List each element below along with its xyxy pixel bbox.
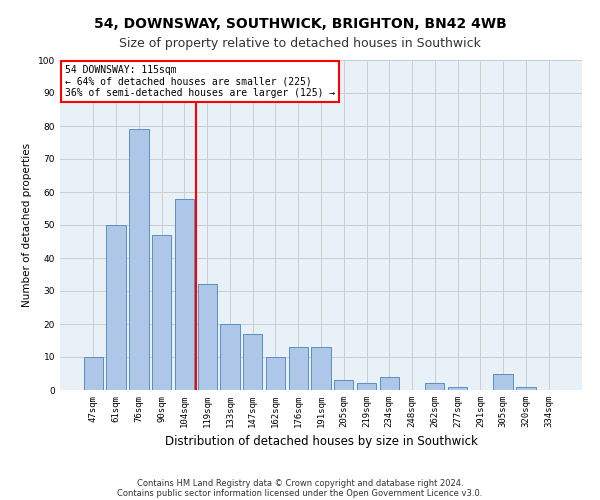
Text: Size of property relative to detached houses in Southwick: Size of property relative to detached ho… [119, 38, 481, 51]
Bar [266, 357, 285, 390]
Bar [197, 284, 217, 390]
Bar [220, 324, 239, 390]
Bar [334, 380, 353, 390]
Text: 54, DOWNSWAY, SOUTHWICK, BRIGHTON, BN42 4WB: 54, DOWNSWAY, SOUTHWICK, BRIGHTON, BN42 … [94, 18, 506, 32]
Text: Contains public sector information licensed under the Open Government Licence v3: Contains public sector information licen… [118, 488, 482, 498]
Bar [243, 334, 262, 390]
Text: Contains HM Land Registry data © Crown copyright and database right 2024.: Contains HM Land Registry data © Crown c… [137, 478, 463, 488]
Y-axis label: Number of detached properties: Number of detached properties [22, 143, 32, 307]
Bar [106, 225, 126, 390]
Bar [493, 374, 513, 390]
Bar [380, 377, 399, 390]
Bar [311, 347, 331, 390]
Bar [448, 386, 467, 390]
Bar [84, 357, 103, 390]
Bar [152, 235, 172, 390]
Bar [289, 347, 308, 390]
Bar [516, 386, 536, 390]
Bar [175, 198, 194, 390]
Bar [425, 384, 445, 390]
Bar [129, 130, 149, 390]
Bar [357, 384, 376, 390]
X-axis label: Distribution of detached houses by size in Southwick: Distribution of detached houses by size … [164, 436, 478, 448]
Text: 54 DOWNSWAY: 115sqm
← 64% of detached houses are smaller (225)
36% of semi-detac: 54 DOWNSWAY: 115sqm ← 64% of detached ho… [65, 65, 335, 98]
